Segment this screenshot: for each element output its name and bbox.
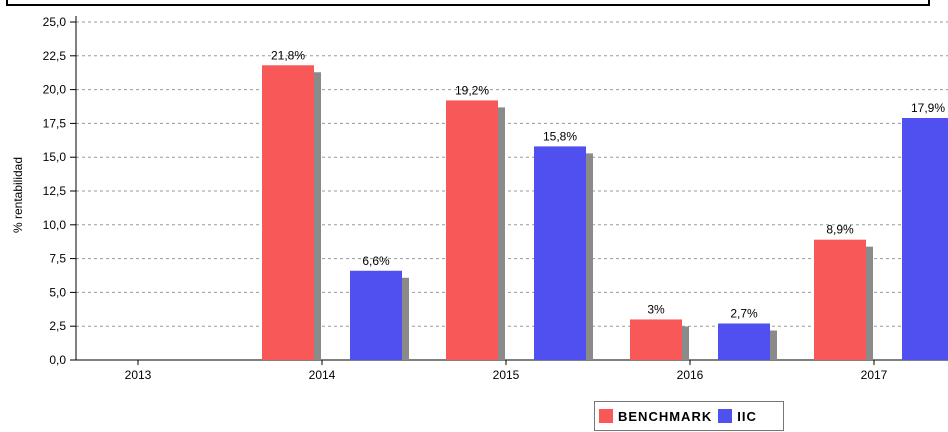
data-label: 21,8% (271, 48, 305, 62)
bar-benchmark (814, 239, 866, 360)
bar-benchmark (446, 100, 498, 360)
data-label: 19,2% (455, 83, 489, 97)
data-label: 17,9% (911, 101, 945, 115)
y-tick-label: 7,5 (49, 252, 66, 266)
bar-iic (718, 323, 770, 360)
y-tick-label: 25,0 (43, 15, 67, 29)
data-label: 2,7% (730, 306, 758, 320)
y-tick-label: 2,5 (49, 319, 66, 333)
bar-benchmark (630, 319, 682, 360)
legend-swatch-benchmark (599, 409, 613, 423)
legend-label-benchmark: BENCHMARK (618, 408, 713, 424)
bar-iic (534, 146, 586, 360)
bar-iic (902, 117, 948, 360)
chart-title-frame (6, 0, 930, 6)
y-tick-label: 17,5 (43, 116, 67, 130)
x-tick-label: 2017 (861, 368, 888, 382)
x-tick-label: 2016 (677, 368, 704, 382)
x-tick-label: 2013 (125, 368, 152, 382)
data-label: 15,8% (543, 129, 577, 143)
y-tick-label: 22,5 (43, 49, 67, 63)
x-tick-label: 2014 (309, 368, 336, 382)
y-axis-label: % rentabilidad (11, 157, 25, 233)
chart-legend: BENCHMARK IIC (594, 401, 784, 431)
legend-swatch-iic (718, 409, 733, 423)
legend-label-iic: IIC (737, 408, 757, 424)
y-tick-label: 0,0 (49, 353, 66, 367)
y-tick-label: 15,0 (43, 150, 67, 164)
y-tick-label: 12,5 (43, 184, 67, 198)
data-label: 8,9% (826, 223, 854, 237)
y-tick-label: 20,0 (43, 83, 67, 97)
y-tick-label: 10,0 (43, 218, 67, 232)
data-label: 6,6% (362, 254, 390, 268)
data-label: 3% (647, 302, 665, 316)
x-tick-label: 2015 (493, 368, 520, 382)
y-tick-label: 5,0 (49, 285, 66, 299)
chart-plot: 0,0 2,5 5,0 7,5 10,0 12,5 15,0 17,5 20,0 22,5 25,0… (11, 15, 948, 382)
legend-item-iic: IIC (718, 409, 757, 424)
bar-benchmark (262, 65, 314, 360)
bar-iic (350, 270, 402, 360)
legend-item-benchmark: BENCHMARK (599, 409, 712, 424)
